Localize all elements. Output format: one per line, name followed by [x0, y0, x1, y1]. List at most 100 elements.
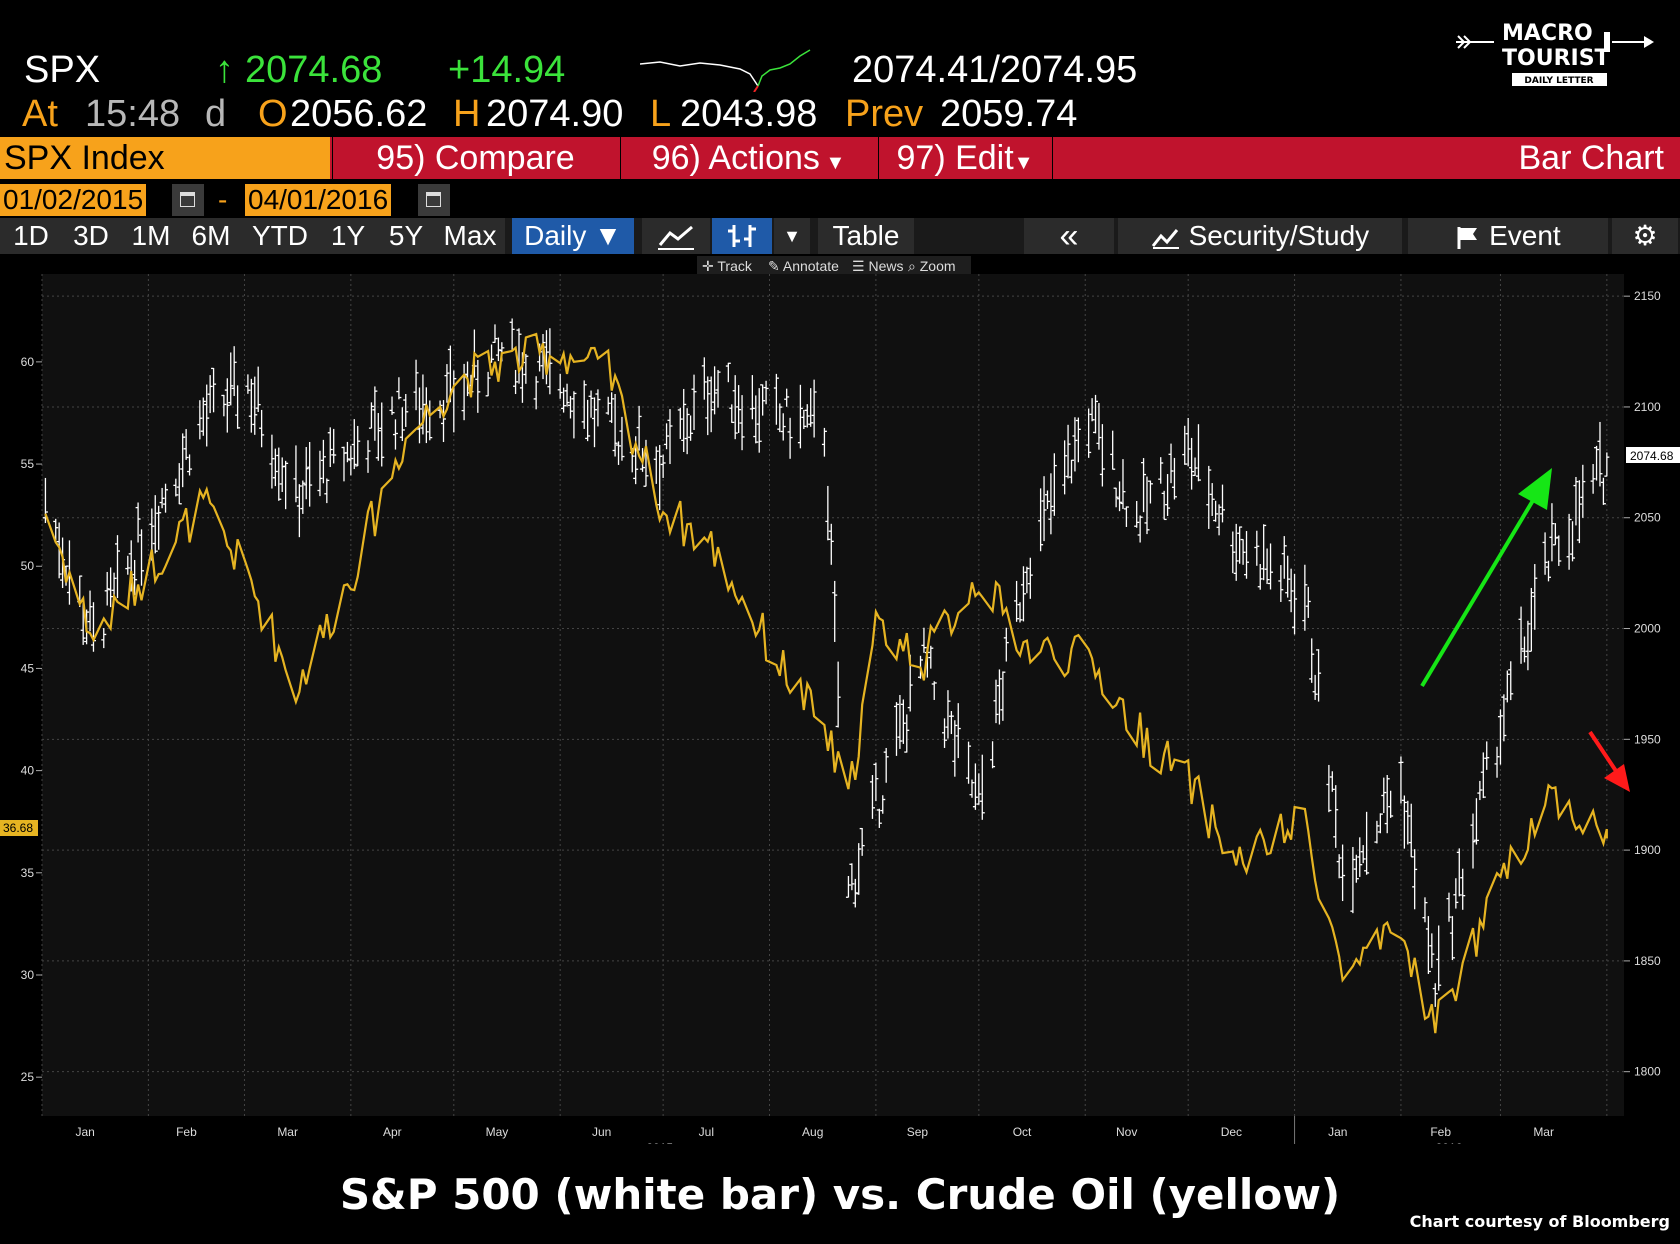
chevron-down-icon[interactable]: ▼ [774, 218, 810, 254]
spx-bar [1278, 565, 1284, 602]
track-button[interactable]: ✛ Track [702, 256, 766, 276]
spx-bar [296, 484, 302, 538]
spx-bar [636, 405, 642, 451]
spx-bar [571, 391, 577, 439]
spx-bar [784, 388, 790, 407]
period-5y[interactable]: 5Y [388, 220, 424, 251]
period-1d[interactable]: 1D [13, 220, 49, 251]
gear-icon[interactable]: ⚙ [1612, 218, 1678, 254]
period-max[interactable]: Max [443, 220, 497, 251]
edit-button[interactable]: 97) Edit▼ [878, 137, 1051, 179]
spx-bar [900, 699, 906, 744]
ticker: SPX [24, 49, 101, 91]
spx-bar [1580, 464, 1586, 518]
spx-bar [344, 441, 350, 463]
x-tick-label: Oct [1013, 1125, 1032, 1139]
spx-bar [111, 572, 117, 597]
frequency-dropdown[interactable]: Daily ▼ [512, 218, 634, 254]
x-tick-label: Feb [176, 1125, 197, 1139]
spx-bar [403, 393, 409, 427]
spx-bar [849, 863, 855, 891]
x-tick-label: Feb [1430, 1125, 1451, 1139]
spx-bar [966, 741, 972, 784]
annotate-button[interactable]: ✎ Annotate [768, 256, 850, 276]
spx-bar [1329, 771, 1335, 792]
event-button[interactable]: Event [1408, 218, 1608, 254]
right-tick-label: 2000 [1634, 622, 1661, 636]
spx-bar [1219, 484, 1225, 523]
spx-bar [1556, 535, 1562, 566]
price-chart[interactable]: 60 55 50 45 40 35 30 25 2150 2100 2050 2000 1950 190… [0, 264, 1680, 1144]
spx-bar [159, 487, 165, 509]
spx-bar [1113, 487, 1119, 508]
spx-bar [87, 590, 93, 632]
calendar-icon[interactable] [172, 184, 204, 216]
security-field[interactable]: SPX Index [0, 137, 330, 179]
bar-chart-icon[interactable] [712, 218, 772, 254]
spx-bar [1401, 795, 1407, 849]
calendar-icon[interactable] [418, 184, 450, 216]
start-date-field[interactable]: 01/02/2015 [0, 184, 147, 216]
spx-bar [1206, 465, 1212, 529]
spx-bar [1144, 476, 1150, 535]
spx-bar [228, 352, 234, 406]
period-3d[interactable]: 3D [73, 220, 109, 251]
table-button[interactable]: Table [818, 218, 914, 254]
spx-bar [327, 427, 333, 468]
high-label: H [453, 93, 481, 135]
spx-bar [1017, 602, 1023, 623]
spx-bar [259, 409, 265, 448]
quote-time: 15:48 [85, 93, 181, 135]
spx-bar [591, 397, 597, 448]
period-1y[interactable]: 1Y [330, 220, 366, 251]
spx-bar [1192, 457, 1198, 477]
security-study-button[interactable]: Security/Study [1118, 218, 1402, 254]
spx-bar [1230, 531, 1236, 574]
spx-bar [942, 718, 948, 748]
x-tick-label: Nov [1116, 1125, 1137, 1139]
spx-bar [657, 444, 663, 511]
spx-bar [897, 694, 903, 749]
right-tick-label: 1850 [1634, 954, 1661, 968]
spx-bar [585, 399, 591, 442]
spx-bar [1364, 811, 1370, 875]
spx-bar [801, 409, 807, 429]
spx-bar [1494, 746, 1500, 778]
spx-bar [1508, 661, 1514, 701]
line-chart-icon[interactable] [642, 218, 710, 254]
spx-bar [753, 395, 759, 444]
spx-bar [1470, 813, 1476, 869]
spx-bar [1521, 636, 1527, 663]
spx-bar [756, 388, 762, 453]
spx-bar [928, 645, 934, 669]
open-value: 2056.62 [290, 93, 428, 135]
period-1m[interactable]: 1M [131, 220, 171, 251]
chart-type-label: Bar Chart [1052, 137, 1672, 179]
period-ytd[interactable]: YTD [252, 220, 308, 251]
actions-button[interactable]: 96) Actions ▼ [620, 137, 876, 179]
spx-bar [1576, 480, 1582, 544]
spx-bar [777, 403, 783, 433]
spx-bar [893, 702, 899, 756]
end-date-field[interactable]: 04/01/2016 [245, 184, 392, 216]
left-tick-label: 55 [21, 457, 35, 471]
x-tick-label: Sep [907, 1125, 929, 1139]
compare-button[interactable]: 95) Compare [332, 137, 618, 179]
news-button[interactable]: ☰ News [852, 256, 906, 276]
low-label: L [650, 93, 672, 135]
spx-bar [444, 364, 450, 403]
spx-bar [883, 747, 889, 783]
spx-bar [101, 628, 107, 649]
spx-bar [1213, 500, 1219, 522]
spx-bar [1597, 421, 1603, 487]
pencil-icon: ✎ [768, 258, 783, 274]
period-6m[interactable]: 6M [191, 220, 231, 251]
spx-bar [1268, 543, 1274, 590]
collapse-button[interactable]: « [1024, 218, 1114, 254]
left-tick-label: 45 [21, 661, 35, 675]
spx-bar [1261, 524, 1267, 581]
spx-bar [183, 429, 189, 460]
spx-bar [540, 333, 546, 380]
spx-bar [307, 442, 313, 507]
zoom-button[interactable]: ⌕ Zoom [908, 256, 970, 276]
